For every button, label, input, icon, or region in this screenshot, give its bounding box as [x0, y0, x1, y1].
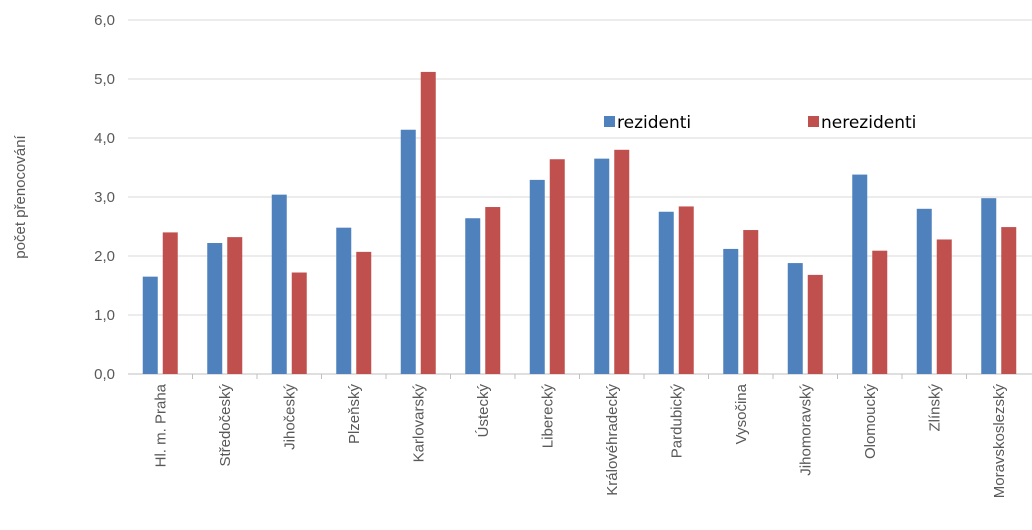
bar-rezidenti [400, 129, 416, 374]
bar-rezidenti [465, 218, 481, 374]
bar-rezidenti [916, 208, 932, 374]
legend: rezidenti nerezidenti [604, 113, 916, 133]
legend-label-nerezidenti: nerezidenti [821, 113, 916, 133]
y-tick-label: 3,0 [94, 189, 115, 206]
bar-nerezidenti [356, 251, 372, 374]
x-tick-label: Vysočina [733, 383, 750, 444]
bar-nerezidenti [291, 272, 307, 374]
x-tick-label: Olomoucký [862, 384, 879, 460]
bar-nerezidenti [678, 206, 694, 374]
bar-rezidenti [658, 211, 674, 374]
bar-nerezidenti [162, 232, 178, 374]
y-tick-label: 0,0 [94, 366, 115, 383]
y-tick-label: 6,0 [94, 12, 115, 29]
y-axis-ticks: 0,0 1,0 2,0 3,0 4,0 5,0 6,0 [94, 12, 115, 383]
bar-rezidenti [142, 276, 158, 374]
bar-rezidenti [981, 198, 997, 374]
bar-nerezidenti [936, 239, 952, 374]
x-tick-label: Jihomoravský [797, 384, 814, 476]
y-tick-label: 5,0 [94, 71, 115, 88]
bar-nerezidenti [549, 159, 565, 374]
x-axis-ticks: Hl. m. Praha Středočeský Jihočeský Plzeňský… [152, 374, 1008, 498]
x-tick-label: Zlínský [926, 384, 943, 432]
x-tick-label: Moravskoslezský [991, 384, 1008, 499]
bar-rezidenti [787, 263, 803, 374]
bar-rezidenti [594, 158, 610, 374]
bar-rezidenti [207, 243, 223, 374]
legend-swatch-rezidenti [604, 116, 615, 127]
x-tick-label: Středočeský [217, 384, 234, 467]
bar-rezidenti [336, 227, 352, 374]
x-tick-label: Ústecký [475, 384, 492, 438]
bar-nerezidenti [614, 149, 630, 374]
gridlines [128, 19, 1032, 375]
y-tick-label: 4,0 [94, 130, 115, 147]
x-tick-label: Jihočeský [281, 384, 298, 450]
bar-nerezidenti [485, 207, 501, 374]
x-tick-label: Plzeňský [346, 384, 363, 445]
x-tick-label: Pardubický [668, 384, 685, 459]
legend-swatch-nerezidenti [808, 116, 819, 127]
bar-rezidenti [529, 179, 545, 374]
legend-label-rezidenti: rezidenti [617, 113, 691, 133]
bar-nerezidenti [420, 71, 436, 375]
bar-nerezidenti [743, 230, 759, 374]
bar-rezidenti [852, 174, 868, 374]
bar-nerezidenti [807, 274, 823, 374]
bar-nerezidenti [872, 250, 888, 374]
bar-rezidenti [723, 248, 739, 374]
x-tick-label: Hl. m. Praha [152, 383, 169, 467]
x-tick-label: Karlovarský [410, 384, 427, 463]
x-tick-label: Liberecký [539, 384, 556, 449]
y-tick-label: 1,0 [94, 307, 115, 324]
x-tick-label: Královéhradecký [604, 384, 621, 496]
bar-rezidenti [271, 194, 287, 374]
y-tick-label: 2,0 [94, 248, 115, 265]
bar-nerezidenti [227, 237, 243, 374]
y-axis-label: počet přenocování [12, 134, 29, 258]
bar-nerezidenti [1001, 227, 1017, 374]
bars [142, 71, 1017, 375]
